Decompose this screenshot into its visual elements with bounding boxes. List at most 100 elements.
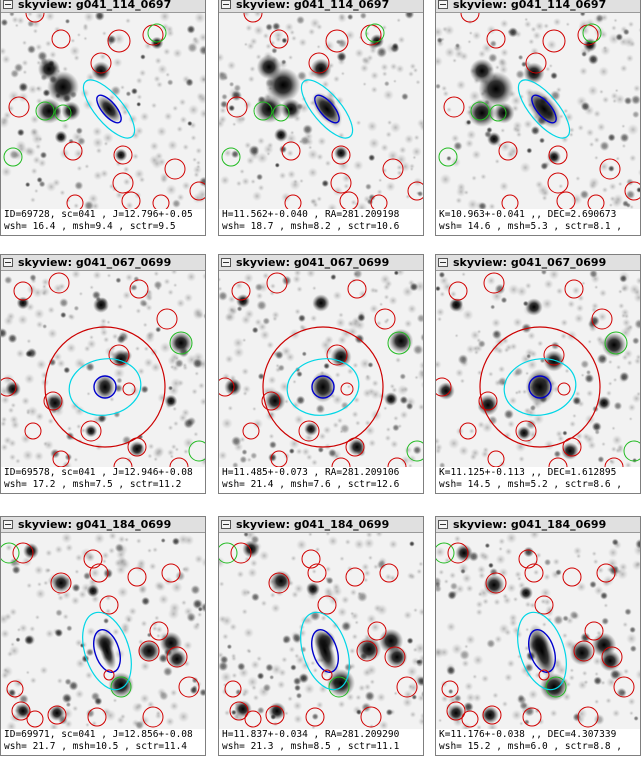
catalog-source-marker[interactable]	[281, 141, 301, 161]
catalog-source-marker[interactable]	[601, 646, 623, 668]
alt-catalog-source-marker[interactable]	[406, 440, 424, 462]
catalog-source-marker[interactable]	[268, 572, 290, 594]
catalog-source-marker[interactable]	[387, 457, 407, 467]
catalog-source-marker[interactable]	[189, 181, 206, 201]
catalog-source-marker[interactable]	[107, 29, 131, 53]
companion-source-marker[interactable]	[557, 382, 571, 396]
catalog-source-marker[interactable]	[298, 420, 320, 442]
catalog-source-marker[interactable]	[266, 272, 288, 294]
catalog-source-marker[interactable]	[48, 272, 70, 294]
catalog-source-marker[interactable]	[305, 707, 325, 727]
catalog-source-marker[interactable]	[547, 172, 569, 194]
catalog-source-marker[interactable]	[382, 158, 404, 180]
catalog-source-marker[interactable]	[242, 422, 260, 440]
catalog-source-marker[interactable]	[518, 549, 538, 569]
catalog-source-marker[interactable]	[265, 705, 285, 725]
catalog-source-marker[interactable]	[138, 640, 160, 662]
catalog-source-marker[interactable]	[219, 377, 235, 397]
alt-catalog-source-marker[interactable]	[623, 440, 641, 462]
catalog-source-marker[interactable]	[156, 308, 178, 330]
catalog-source-marker[interactable]	[317, 595, 337, 615]
catalog-source-marker[interactable]	[229, 701, 249, 721]
catalog-source-marker[interactable]	[11, 701, 31, 721]
inner-aperture-ellipse[interactable]	[89, 626, 125, 675]
alt-catalog-source-marker[interactable]	[328, 676, 350, 698]
inner-aperture-ellipse[interactable]	[311, 91, 344, 126]
companion-source-marker[interactable]	[122, 382, 136, 396]
alt-catalog-source-marker[interactable]	[169, 331, 193, 355]
catalog-source-marker[interactable]	[230, 542, 252, 564]
alt-catalog-source-marker[interactable]	[110, 676, 132, 698]
sky-image-panel[interactable]	[219, 271, 424, 467]
title-bar[interactable]: skyview: g041_114_0697	[1, 0, 205, 13]
catalog-source-marker[interactable]	[525, 52, 547, 74]
catalog-source-marker[interactable]	[330, 172, 352, 194]
catalog-source-marker[interactable]	[127, 567, 147, 587]
alt-catalog-source-marker[interactable]	[221, 147, 241, 167]
catalog-source-marker[interactable]	[113, 145, 133, 165]
alt-catalog-source-marker[interactable]	[545, 676, 567, 698]
catalog-source-marker[interactable]	[522, 707, 542, 727]
catalog-source-marker[interactable]	[164, 158, 186, 180]
skyview-window-2[interactable]: skyview: g041_114_0697 H=11.562+-0.040 ,…	[218, 0, 424, 236]
catalog-source-marker[interactable]	[486, 29, 506, 49]
catalog-source-marker[interactable]	[624, 181, 641, 201]
catalog-source-marker[interactable]	[87, 707, 107, 727]
catalog-source-marker[interactable]	[26, 710, 44, 728]
catalog-source-marker[interactable]	[12, 542, 34, 564]
outer-aperture-ellipse[interactable]	[293, 72, 361, 145]
window-menu-button[interactable]	[3, 258, 13, 267]
catalog-source-marker[interactable]	[446, 701, 466, 721]
catalog-source-marker[interactable]	[360, 706, 382, 728]
catalog-source-marker[interactable]	[24, 422, 42, 440]
catalog-source-marker[interactable]	[441, 680, 459, 698]
window-menu-button[interactable]	[438, 0, 448, 9]
catalog-source-marker[interactable]	[459, 422, 477, 440]
catalog-source-marker[interactable]	[436, 377, 452, 397]
catalog-source-marker[interactable]	[25, 13, 45, 23]
catalog-source-marker[interactable]	[231, 281, 251, 301]
catalog-source-marker[interactable]	[80, 420, 102, 442]
catalog-source-marker[interactable]	[577, 706, 599, 728]
catalog-source-marker[interactable]	[301, 549, 321, 569]
outer-aperture-ellipse[interactable]	[74, 606, 141, 696]
catalog-source-marker[interactable]	[13, 281, 33, 301]
catalog-source-marker[interactable]	[367, 621, 387, 641]
catalog-source-marker[interactable]	[89, 563, 109, 583]
skyview-window-8[interactable]: skyview: g041_184_0699 H=11.837+-0.034 ,…	[218, 516, 424, 756]
catalog-source-marker[interactable]	[50, 572, 72, 594]
catalog-source-marker[interactable]	[461, 710, 479, 728]
catalog-source-marker[interactable]	[261, 391, 281, 411]
catalog-source-marker[interactable]	[52, 450, 70, 467]
catalog-source-marker[interactable]	[591, 308, 613, 330]
catalog-source-marker[interactable]	[447, 542, 469, 564]
window-menu-button[interactable]	[221, 520, 231, 529]
window-menu-button[interactable]	[221, 258, 231, 267]
catalog-source-marker[interactable]	[460, 13, 480, 23]
inner-aperture-ellipse[interactable]	[307, 626, 343, 675]
catalog-source-marker[interactable]	[129, 279, 149, 299]
catalog-source-marker[interactable]	[6, 680, 24, 698]
companion-source-marker[interactable]	[340, 382, 354, 396]
background-annulus-ring[interactable]	[479, 326, 601, 448]
skyview-window-6[interactable]: skyview: g041_067_0699 K=11.125+-0.113 ,…	[435, 254, 641, 494]
catalog-source-marker[interactable]	[599, 158, 621, 180]
catalog-source-marker[interactable]	[370, 194, 388, 209]
catalog-source-marker[interactable]	[587, 194, 605, 209]
alt-catalog-source-marker[interactable]	[489, 104, 507, 122]
catalog-source-marker[interactable]	[482, 705, 502, 725]
catalog-source-marker[interactable]	[66, 194, 84, 209]
catalog-source-marker[interactable]	[1, 377, 17, 397]
catalog-source-marker[interactable]	[448, 281, 468, 301]
catalog-source-marker[interactable]	[384, 646, 406, 668]
sky-image-panel[interactable]	[219, 533, 423, 729]
catalog-source-marker[interactable]	[345, 567, 365, 587]
catalog-source-marker[interactable]	[270, 450, 288, 467]
alt-catalog-source-marker[interactable]	[35, 101, 55, 121]
catalog-source-marker[interactable]	[564, 279, 584, 299]
inner-aperture-ellipse[interactable]	[528, 375, 552, 399]
alt-catalog-source-marker[interactable]	[1, 542, 20, 564]
alt-catalog-source-marker[interactable]	[188, 440, 206, 462]
title-bar[interactable]: skyview: g041_067_0699	[436, 255, 640, 271]
catalog-source-marker[interactable]	[573, 640, 595, 662]
